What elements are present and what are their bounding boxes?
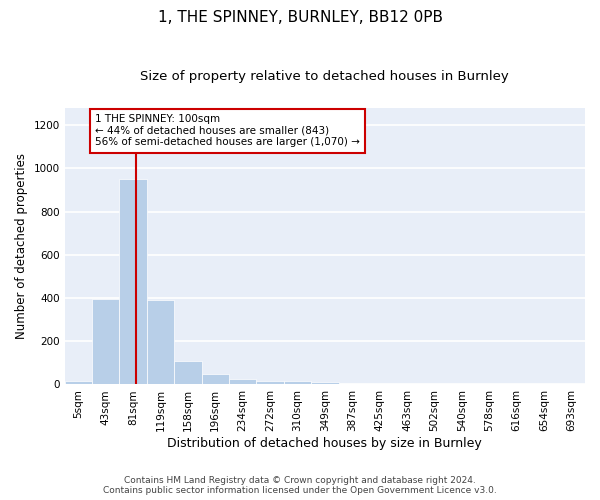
Bar bbox=[119, 179, 147, 384]
Y-axis label: Number of detached properties: Number of detached properties bbox=[15, 153, 28, 339]
Bar bbox=[202, 374, 229, 384]
Bar bbox=[92, 299, 119, 384]
Bar bbox=[311, 382, 338, 384]
Bar bbox=[284, 381, 311, 384]
Bar bbox=[65, 381, 92, 384]
Text: 1 THE SPINNEY: 100sqm
← 44% of detached houses are smaller (843)
56% of semi-det: 1 THE SPINNEY: 100sqm ← 44% of detached … bbox=[95, 114, 359, 148]
Bar bbox=[229, 379, 256, 384]
Title: Size of property relative to detached houses in Burnley: Size of property relative to detached ho… bbox=[140, 70, 509, 83]
Bar bbox=[256, 381, 284, 384]
Bar bbox=[174, 360, 202, 384]
Bar bbox=[147, 300, 174, 384]
Text: Contains HM Land Registry data © Crown copyright and database right 2024.
Contai: Contains HM Land Registry data © Crown c… bbox=[103, 476, 497, 495]
X-axis label: Distribution of detached houses by size in Burnley: Distribution of detached houses by size … bbox=[167, 437, 482, 450]
Text: 1, THE SPINNEY, BURNLEY, BB12 0PB: 1, THE SPINNEY, BURNLEY, BB12 0PB bbox=[157, 10, 443, 25]
